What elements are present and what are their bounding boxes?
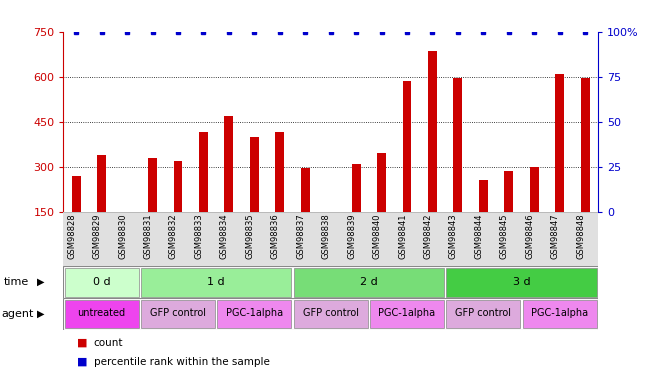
Bar <box>377 153 386 212</box>
Text: GFP control: GFP control <box>456 308 511 318</box>
Bar <box>479 180 488 212</box>
Bar <box>97 155 106 212</box>
Bar <box>454 78 462 212</box>
Bar <box>504 171 513 212</box>
Bar <box>71 176 81 212</box>
Bar <box>428 51 437 212</box>
Bar <box>65 300 138 328</box>
Bar <box>275 132 284 212</box>
Bar <box>351 164 361 212</box>
Bar <box>301 168 310 212</box>
Text: GSM98843: GSM98843 <box>449 213 458 259</box>
Text: agent: agent <box>1 309 33 319</box>
Bar <box>403 81 411 212</box>
Text: GSM98838: GSM98838 <box>322 213 331 259</box>
Text: ▶: ▶ <box>37 309 44 319</box>
Text: time: time <box>3 277 29 287</box>
Bar <box>523 300 597 328</box>
Text: GSM98847: GSM98847 <box>550 213 560 259</box>
Bar <box>174 161 182 212</box>
Text: GSM98831: GSM98831 <box>144 213 152 259</box>
Bar <box>65 268 138 297</box>
Text: GSM98846: GSM98846 <box>525 213 534 259</box>
Bar <box>141 300 215 328</box>
Text: GSM98839: GSM98839 <box>347 213 356 259</box>
Text: GSM98833: GSM98833 <box>194 213 204 259</box>
Text: ■: ■ <box>77 357 88 367</box>
Bar <box>148 158 157 212</box>
Text: GSM98832: GSM98832 <box>169 213 178 259</box>
Text: PGC-1alpha: PGC-1alpha <box>531 308 589 318</box>
Bar <box>294 300 367 328</box>
Text: GSM98848: GSM98848 <box>576 213 585 259</box>
Text: GSM98844: GSM98844 <box>474 213 484 259</box>
Text: 0 d: 0 d <box>93 276 110 286</box>
Text: GSM98840: GSM98840 <box>373 213 381 259</box>
Text: GSM98841: GSM98841 <box>398 213 407 259</box>
Text: PGC-1alpha: PGC-1alpha <box>379 308 436 318</box>
Bar <box>250 137 259 212</box>
Text: count: count <box>94 338 123 348</box>
Bar <box>370 300 444 328</box>
Bar <box>446 300 520 328</box>
Text: GSM98836: GSM98836 <box>271 213 280 259</box>
Bar <box>224 116 233 212</box>
Text: 2 d: 2 d <box>360 276 377 286</box>
Text: GSM98837: GSM98837 <box>296 213 305 259</box>
Bar <box>530 167 538 212</box>
Text: GFP control: GFP control <box>303 308 359 318</box>
Text: GSM98842: GSM98842 <box>424 213 432 259</box>
Bar <box>446 268 597 297</box>
Text: GSM98828: GSM98828 <box>67 213 76 259</box>
Text: untreated: untreated <box>77 308 126 318</box>
Text: percentile rank within the sample: percentile rank within the sample <box>94 357 269 367</box>
Bar <box>199 132 208 212</box>
Text: GSM98835: GSM98835 <box>245 213 255 259</box>
Text: GSM98845: GSM98845 <box>500 213 509 259</box>
Text: GSM98829: GSM98829 <box>93 213 102 259</box>
Bar <box>555 74 564 212</box>
Text: ■: ■ <box>77 338 88 348</box>
Text: ▶: ▶ <box>37 277 44 287</box>
Bar <box>294 268 444 297</box>
Text: GSM98834: GSM98834 <box>220 213 229 259</box>
Text: 1 d: 1 d <box>207 276 225 286</box>
Bar <box>217 300 291 328</box>
Text: GFP control: GFP control <box>150 308 206 318</box>
Bar <box>141 268 291 297</box>
Text: PGC-1alpha: PGC-1alpha <box>226 308 283 318</box>
Text: 3 d: 3 d <box>513 276 530 286</box>
Text: GSM98830: GSM98830 <box>118 213 127 259</box>
Bar <box>580 78 590 212</box>
